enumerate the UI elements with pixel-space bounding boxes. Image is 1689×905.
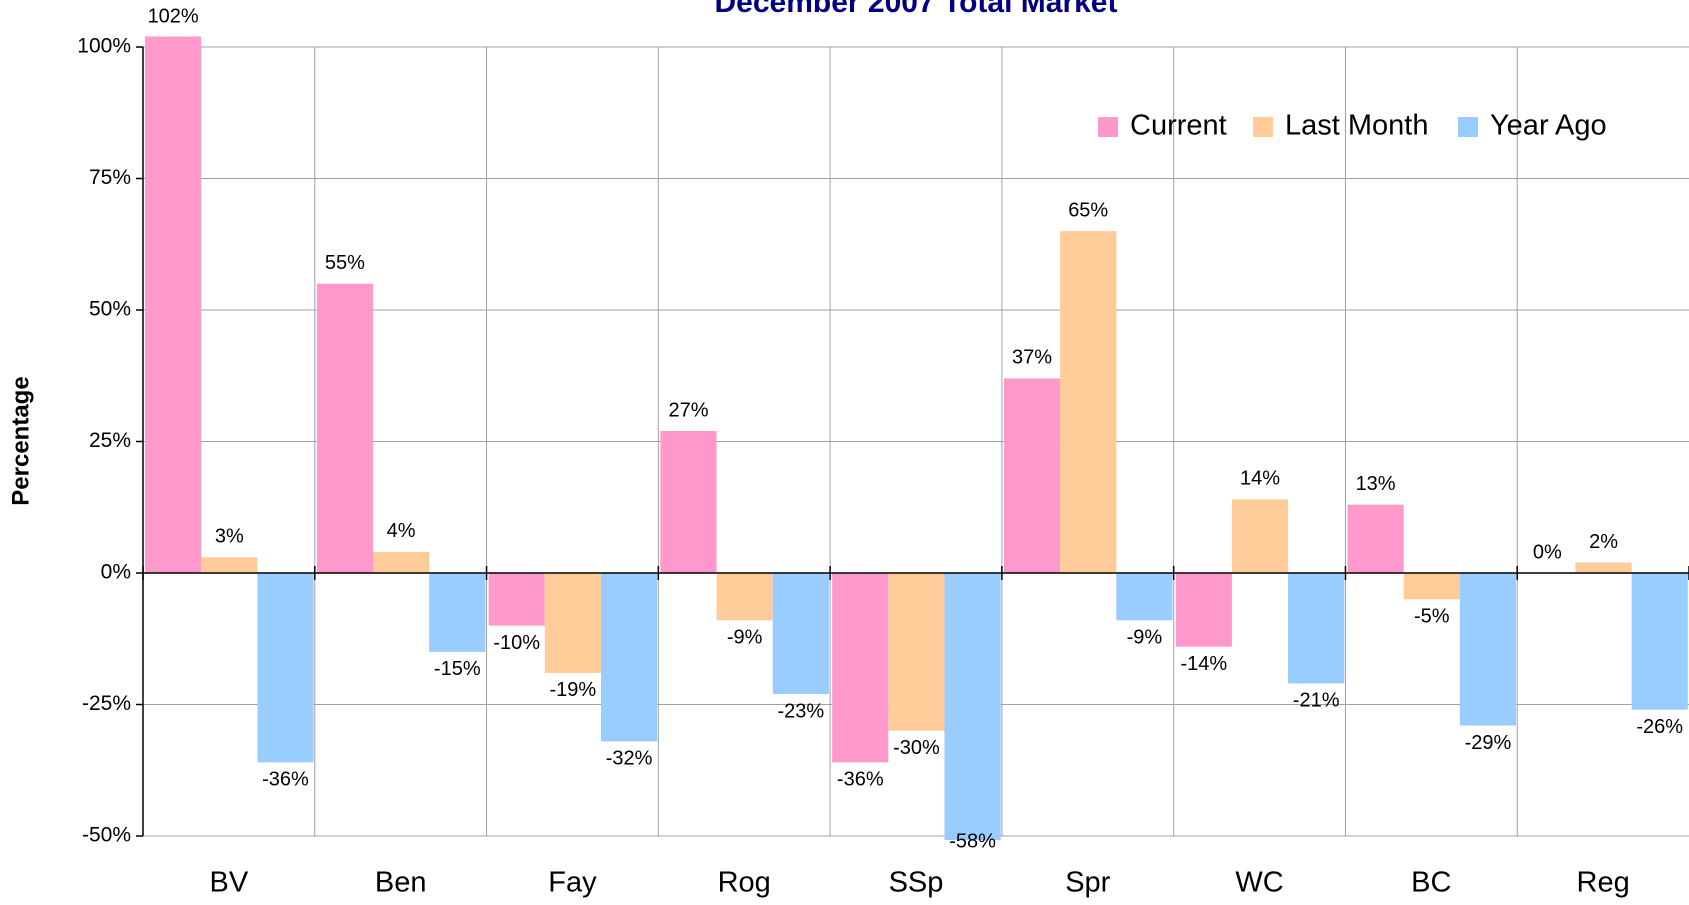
legend-label: Last Month — [1285, 110, 1428, 142]
chart-title: December 2007 Total Market — [715, 0, 1118, 19]
x-tick-label: Ben — [375, 867, 427, 899]
bar — [1631, 573, 1688, 710]
y-tick-label: 100% — [77, 35, 131, 58]
y-tick-label: 25% — [89, 429, 131, 452]
data-label: -36% — [262, 769, 309, 791]
x-tick-label: Reg — [1577, 867, 1630, 899]
data-label: -21% — [1293, 690, 1340, 712]
y-tick-label: 50% — [89, 298, 131, 321]
bar — [1347, 504, 1404, 573]
bar — [1116, 573, 1173, 621]
data-label: -58% — [949, 830, 996, 852]
data-label: 14% — [1240, 468, 1280, 490]
data-label: -19% — [550, 679, 597, 701]
data-label: 65% — [1068, 199, 1108, 221]
bar — [1288, 573, 1345, 684]
x-tick-label: BC — [1411, 867, 1451, 899]
y-tick-label: -25% — [82, 692, 131, 715]
bar — [1003, 378, 1061, 573]
legend-swatch — [1253, 117, 1273, 137]
bar — [488, 573, 545, 626]
x-tick-label: Rog — [718, 867, 771, 899]
bar — [429, 573, 486, 652]
bar — [1231, 499, 1289, 573]
data-label: -23% — [777, 700, 824, 722]
data-label: -36% — [837, 769, 884, 791]
x-tick-label: BV — [210, 867, 249, 899]
data-label: -26% — [1636, 716, 1683, 738]
bar — [1175, 573, 1232, 647]
bar — [257, 573, 314, 763]
data-label: -32% — [606, 748, 653, 770]
bar — [888, 573, 945, 731]
data-label: 37% — [1012, 347, 1052, 369]
x-tick-label: WC — [1235, 867, 1283, 899]
bar — [772, 573, 829, 694]
data-label: 102% — [148, 5, 199, 27]
data-label: 2% — [1589, 531, 1618, 553]
data-label: -30% — [893, 737, 940, 759]
x-tick-label: SSp — [889, 867, 944, 899]
bar — [1403, 573, 1460, 600]
bar — [944, 573, 1001, 840]
bar — [1575, 562, 1632, 573]
x-tick-label: Fay — [548, 867, 597, 899]
bar — [373, 551, 430, 573]
data-label: 3% — [215, 526, 244, 548]
bar — [600, 573, 658, 742]
bar — [1459, 573, 1517, 726]
data-label: -29% — [1465, 732, 1512, 754]
data-label: 27% — [668, 399, 708, 421]
bar — [544, 573, 601, 673]
legend-swatch — [1458, 117, 1478, 137]
y-tick-label: -50% — [82, 824, 131, 847]
legend-label: Year Ago — [1490, 110, 1607, 142]
data-label: -15% — [434, 658, 481, 680]
data-label: -14% — [1180, 653, 1227, 675]
data-label: 55% — [325, 252, 365, 274]
plot-bars — [145, 36, 1688, 840]
data-label: 0% — [1533, 541, 1562, 563]
data-label: 13% — [1356, 473, 1396, 495]
y-tick-label: 75% — [89, 166, 131, 189]
data-label: -5% — [1414, 606, 1450, 628]
data-label: 4% — [387, 520, 416, 542]
bar — [201, 557, 258, 573]
data-label: -10% — [493, 632, 540, 654]
bar — [1060, 231, 1117, 573]
bar — [716, 573, 773, 621]
data-label: -9% — [727, 627, 763, 649]
bar — [145, 36, 202, 574]
bar — [832, 573, 889, 763]
bar — [660, 430, 717, 573]
legend-label: Current — [1130, 110, 1227, 142]
x-tick-label: Spr — [1065, 867, 1110, 899]
legend-swatch — [1098, 117, 1118, 137]
y-axis-label: Percentage — [7, 376, 34, 505]
y-tick-label: 0% — [101, 561, 131, 584]
bar — [316, 283, 374, 573]
data-label: -9% — [1127, 627, 1163, 649]
